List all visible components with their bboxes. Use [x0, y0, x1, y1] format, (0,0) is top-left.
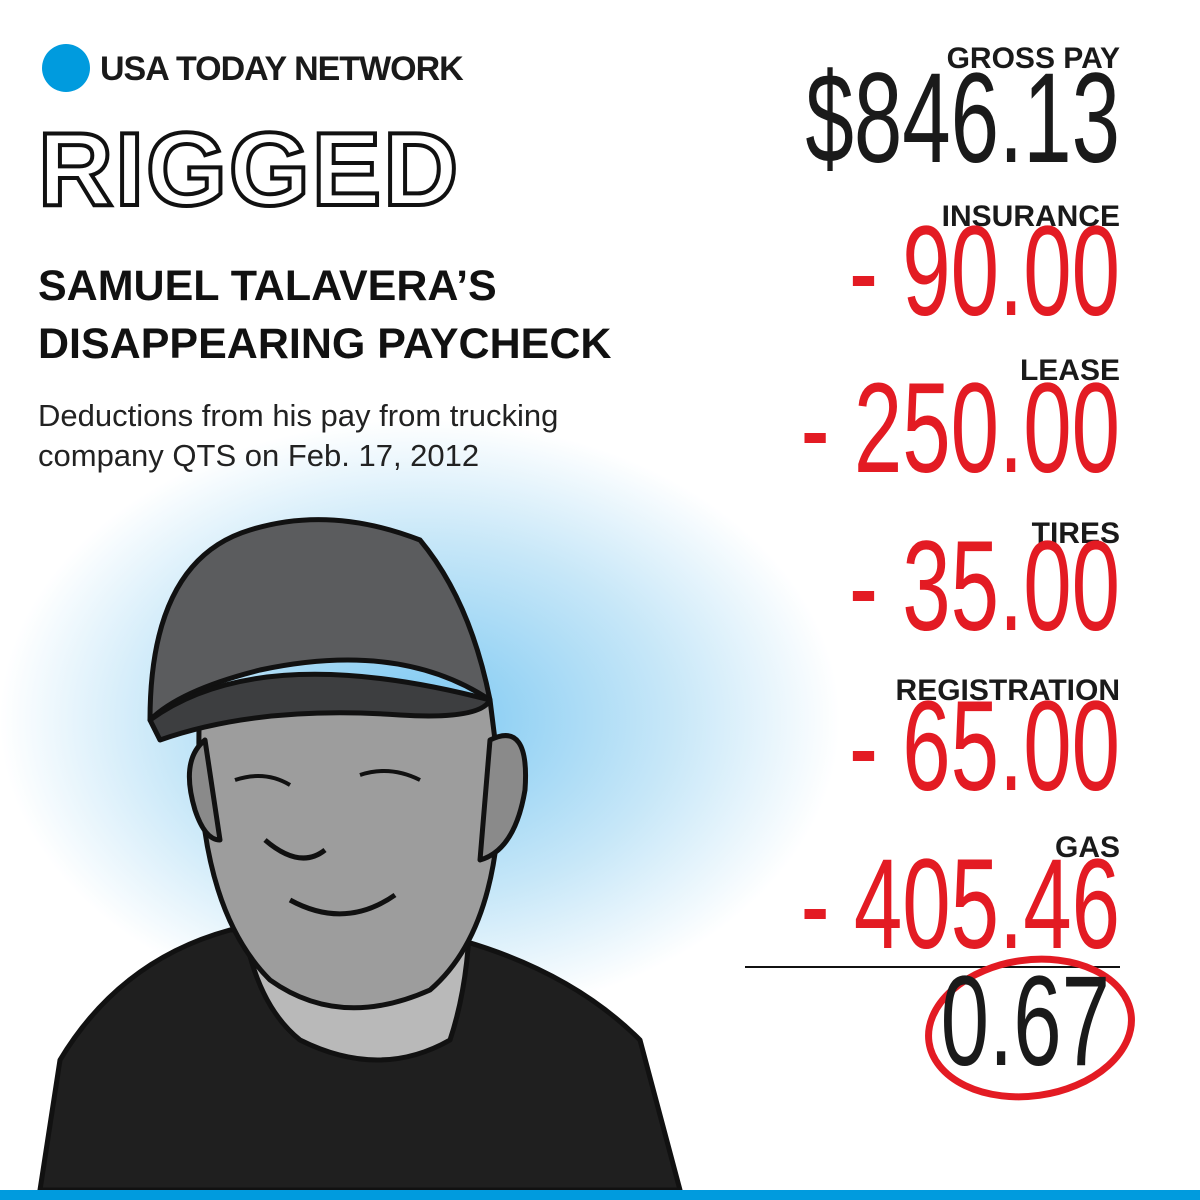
net-amount: 0.67 [941, 950, 1110, 1093]
net-circle [925, 955, 1135, 1101]
deduction-amount: - 65.00 [849, 675, 1120, 818]
paycheck: GROSS PAY $846.13 INSURANCE- 90.00LEASE-… [745, 42, 1135, 1101]
deduction-label: LEASE [1020, 354, 1120, 387]
series-title: RIGGED [38, 112, 460, 228]
gross-amount: $846.13 [805, 47, 1120, 190]
deduction-label: TIRES [1032, 517, 1120, 550]
title-line: DISAPPEARING PAYCHECK [38, 320, 611, 368]
deduction-amount: - 35.00 [849, 515, 1120, 658]
bottom-bar [0, 1190, 1200, 1200]
deduction-amount: - 90.00 [849, 200, 1120, 343]
logo-dot [42, 44, 90, 92]
deduction-amount: - 250.00 [801, 357, 1120, 500]
brand: USA TODAY NETWORK [100, 50, 464, 88]
subtitle-line: company QTS on Feb. 17, 2012 [38, 438, 479, 473]
deduction-amount: - 405.46 [801, 833, 1120, 976]
deduction-label: REGISTRATION [896, 674, 1120, 707]
title-line: SAMUEL TALAVERA’S [38, 262, 497, 310]
deduction-label: GAS [1055, 831, 1120, 864]
gross-label: GROSS PAY [947, 42, 1120, 75]
deduction-label: INSURANCE [942, 200, 1120, 233]
portrait [37, 517, 683, 1193]
subtitle-line: Deductions from his pay from trucking [38, 398, 558, 433]
